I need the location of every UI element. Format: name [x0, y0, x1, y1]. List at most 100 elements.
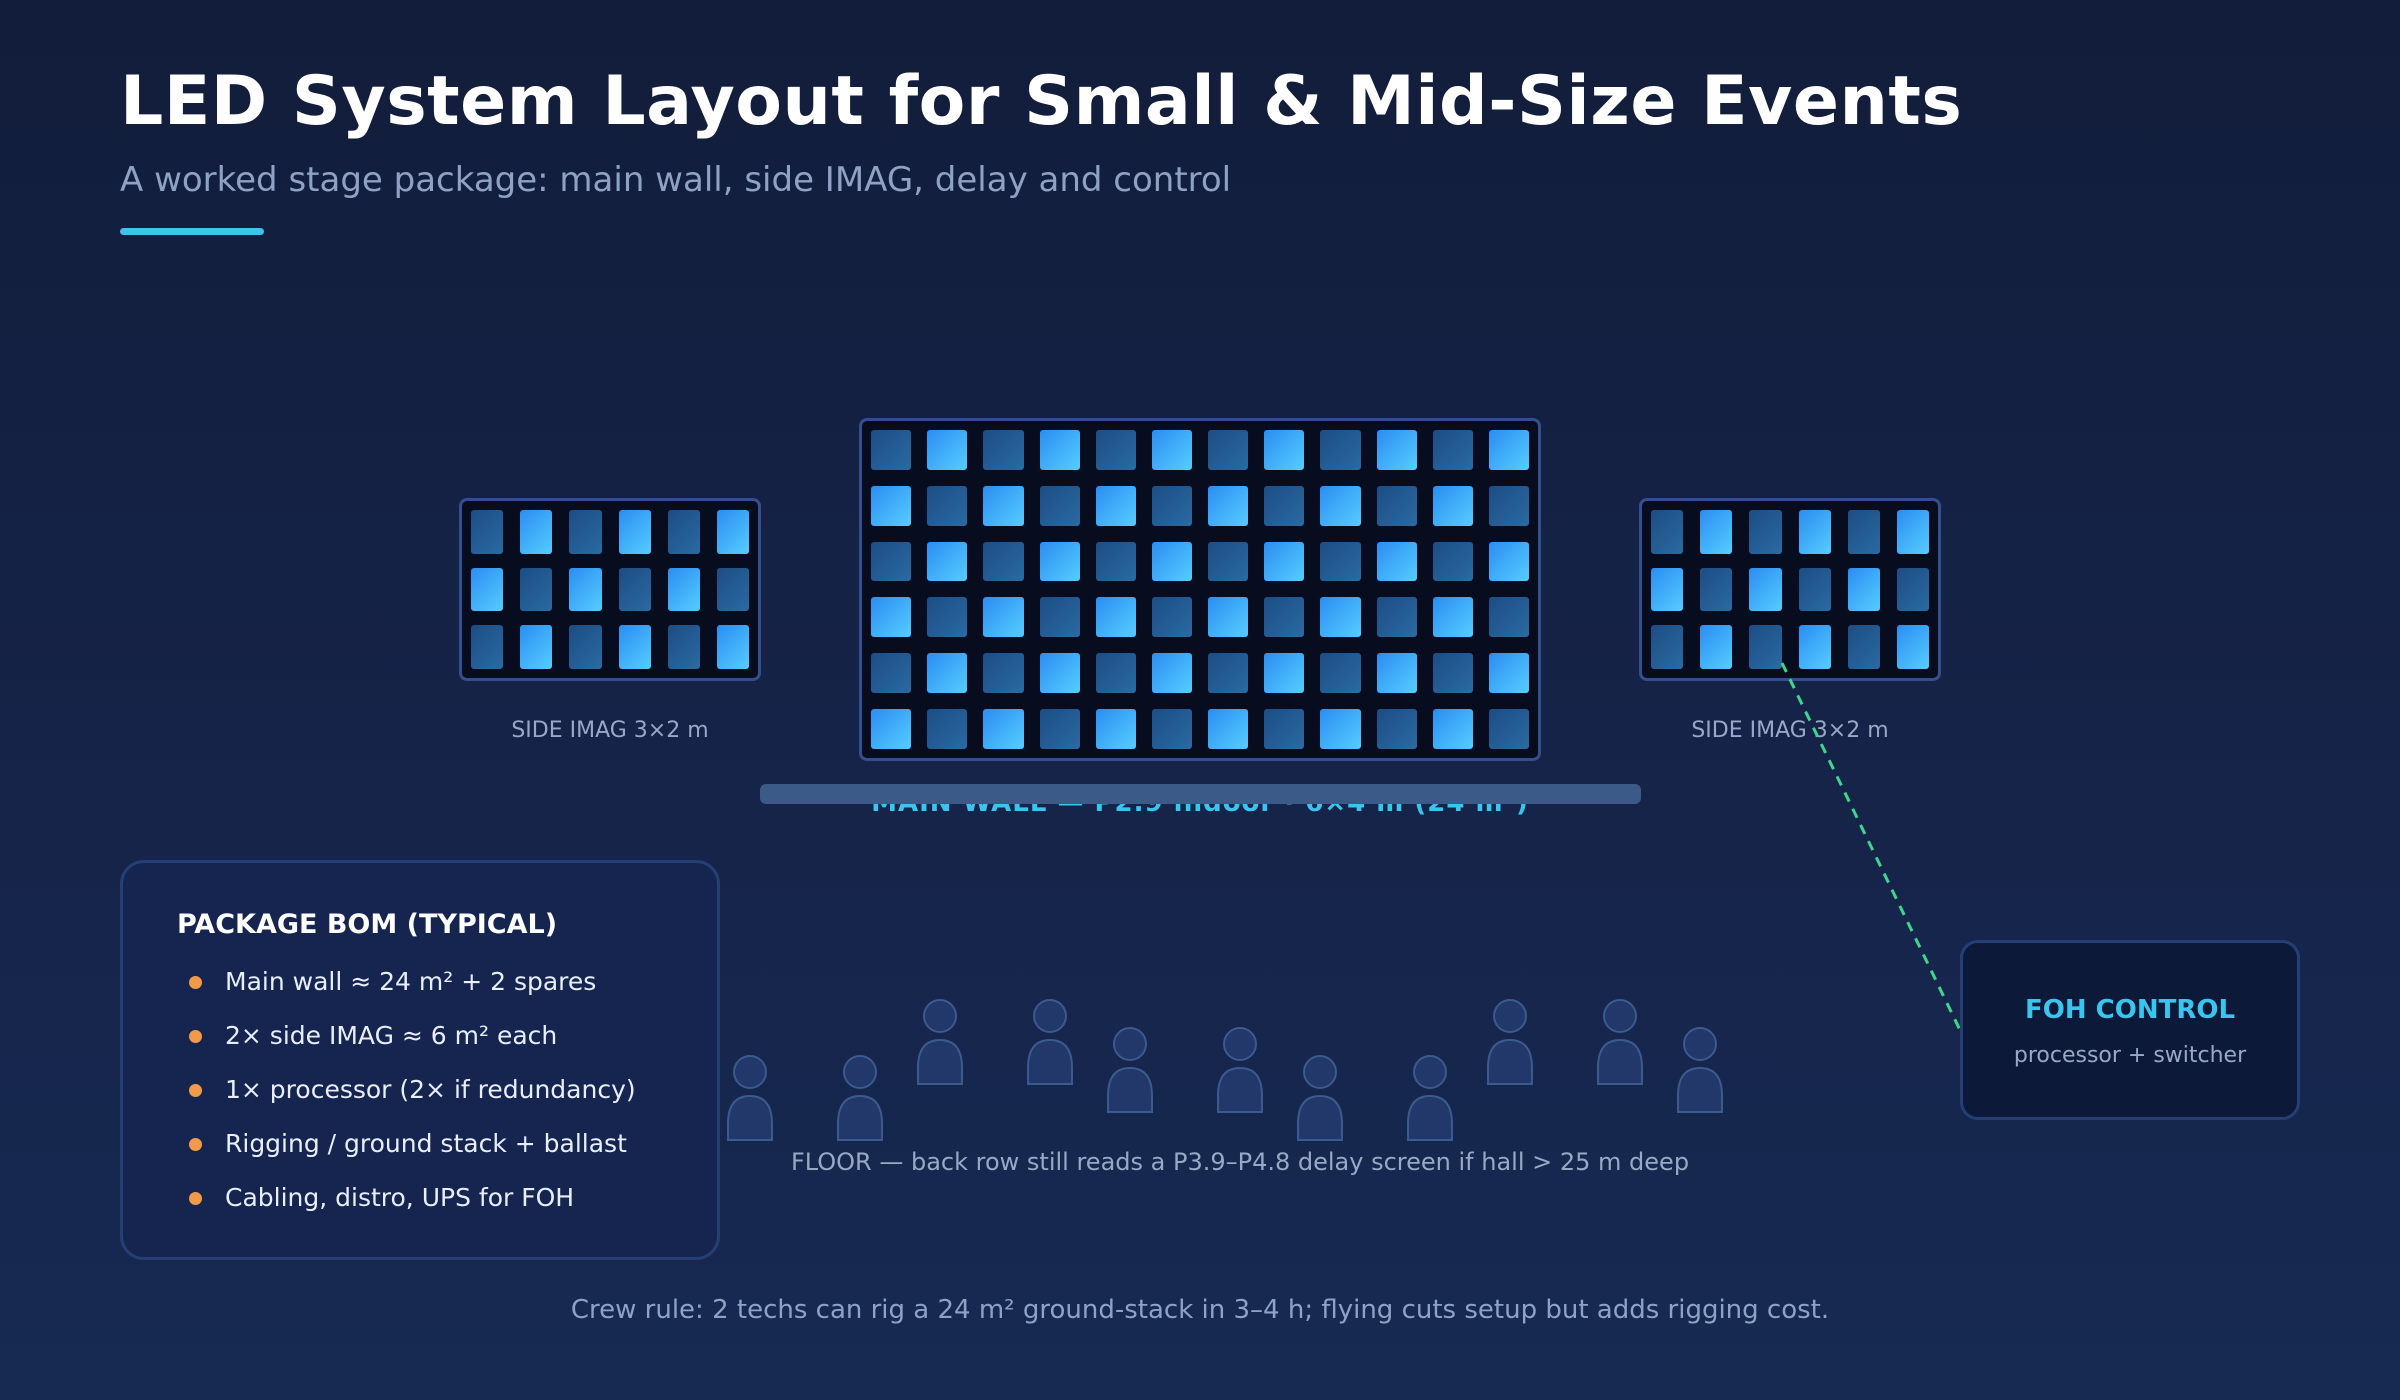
bullet-dot-icon [189, 1084, 202, 1097]
side-imag-left-label: SIDE IMAG 3×2 m [511, 718, 709, 743]
led-module-tile [1376, 430, 1417, 470]
bom-item-text: Main wall ≈ 24 m² + 2 spares [225, 967, 597, 996]
led-module-tile [1651, 567, 1684, 612]
foh-control-title: FOH CONTROL [2024, 995, 2236, 1025]
audience-body-icon [1677, 1066, 1723, 1113]
led-module-tile [927, 597, 968, 638]
led-module-tile [1320, 485, 1361, 526]
led-module-tile [1488, 597, 1529, 638]
audience-head-icon [1493, 999, 1527, 1033]
audience-head-icon [1413, 1055, 1447, 1089]
led-module-tile [618, 625, 651, 669]
audience-body-icon [1297, 1094, 1343, 1141]
led-module-tile [1749, 625, 1782, 669]
title-accent-bar [120, 228, 264, 235]
led-module-tile [1039, 653, 1080, 694]
audience-head-icon [1303, 1055, 1337, 1089]
led-module-tile [471, 625, 504, 669]
audience-head-icon [1033, 999, 1067, 1033]
led-module-tile [1039, 485, 1080, 526]
led-module-tile [927, 709, 968, 749]
led-module-tile [1700, 510, 1733, 554]
led-module-tile [983, 430, 1024, 470]
led-module-tile [1432, 653, 1473, 694]
led-module-tile [1320, 597, 1361, 638]
led-module-tile [1651, 625, 1684, 669]
led-module-tile [983, 597, 1024, 638]
floor-label: FLOOR — back row still reads a P3.9–P4.8… [790, 1148, 1690, 1176]
audience-head-icon [1113, 1027, 1147, 1061]
bom-item-text: Rigging / ground stack + ballast [225, 1129, 627, 1158]
bullet-dot-icon [189, 1030, 202, 1043]
led-module-tile [871, 709, 912, 749]
bom-item: 1× processor (2× if redundancy) [177, 1070, 663, 1124]
led-module-tile [618, 510, 651, 554]
led-module-tile [1151, 541, 1192, 582]
led-module-tile [1208, 430, 1249, 470]
package-bom-card: PACKAGE BOM (TYPICAL) Main wall ≈ 24 m² … [120, 860, 720, 1260]
led-module-tile [1264, 430, 1305, 470]
led-module-tile [471, 510, 504, 554]
led-module-tile [618, 567, 651, 612]
bullet-dot-icon [189, 976, 202, 989]
led-module-tile [1847, 625, 1880, 669]
led-module-tile [1376, 653, 1417, 694]
led-module-tile [871, 597, 912, 638]
led-module-tile [569, 625, 602, 669]
side-imag-left-screen [459, 498, 761, 681]
bom-item: Rigging / ground stack + ballast [177, 1124, 663, 1178]
led-module-tile [1488, 653, 1529, 694]
led-module-tile [983, 485, 1024, 526]
led-module-tile [520, 567, 553, 612]
bom-item: 2× side IMAG ≈ 6 m² each [177, 1016, 663, 1070]
led-module-tile [1151, 653, 1192, 694]
led-module-tile [1651, 510, 1684, 554]
led-module-tile [569, 567, 602, 612]
led-module-tile [1264, 485, 1305, 526]
led-module-tile [1488, 430, 1529, 470]
led-module-tile [1039, 709, 1080, 749]
bullet-dot-icon [189, 1138, 202, 1151]
led-module-tile [1264, 597, 1305, 638]
audience-head-icon [1603, 999, 1637, 1033]
led-module-tile [1208, 709, 1249, 749]
bom-item: Main wall ≈ 24 m² + 2 spares [177, 962, 663, 1016]
audience-body-icon [1107, 1066, 1153, 1113]
led-module-tile [667, 625, 700, 669]
led-module-tile [1320, 541, 1361, 582]
led-module-tile [716, 567, 749, 612]
led-module-tile [1488, 709, 1529, 749]
led-module-tile [716, 625, 749, 669]
led-module-tile [716, 510, 749, 554]
led-module-tile [1798, 625, 1831, 669]
led-module-tile [927, 485, 968, 526]
led-module-tile [1896, 567, 1929, 612]
audience-body-icon [837, 1094, 883, 1141]
stage-deck [760, 784, 1641, 804]
led-module-tile [1376, 541, 1417, 582]
led-module-tile [1095, 541, 1136, 582]
audience-body-icon [1487, 1038, 1533, 1085]
led-module-tile [1432, 541, 1473, 582]
led-module-tile [1320, 709, 1361, 749]
led-module-tile [1488, 541, 1529, 582]
led-module-tile [871, 653, 912, 694]
audience-body-icon [1217, 1066, 1263, 1113]
led-module-tile [927, 541, 968, 582]
led-module-tile [1798, 510, 1831, 554]
led-module-tile [1432, 485, 1473, 526]
led-module-tile [1700, 567, 1733, 612]
led-module-tile [1151, 485, 1192, 526]
audience-body-icon [727, 1094, 773, 1141]
page-subtitle: A worked stage package: main wall, side … [120, 160, 1232, 200]
led-module-tile [1432, 709, 1473, 749]
side-imag-right-screen [1639, 498, 1941, 681]
led-module-tile [1095, 597, 1136, 638]
led-module-tile [927, 430, 968, 470]
led-module-tile [1432, 597, 1473, 638]
led-module-tile [1264, 541, 1305, 582]
audience-body-icon [1597, 1038, 1643, 1085]
page-title: LED System Layout for Small & Mid-Size E… [120, 62, 1963, 141]
led-module-tile [871, 541, 912, 582]
audience-head-icon [733, 1055, 767, 1089]
